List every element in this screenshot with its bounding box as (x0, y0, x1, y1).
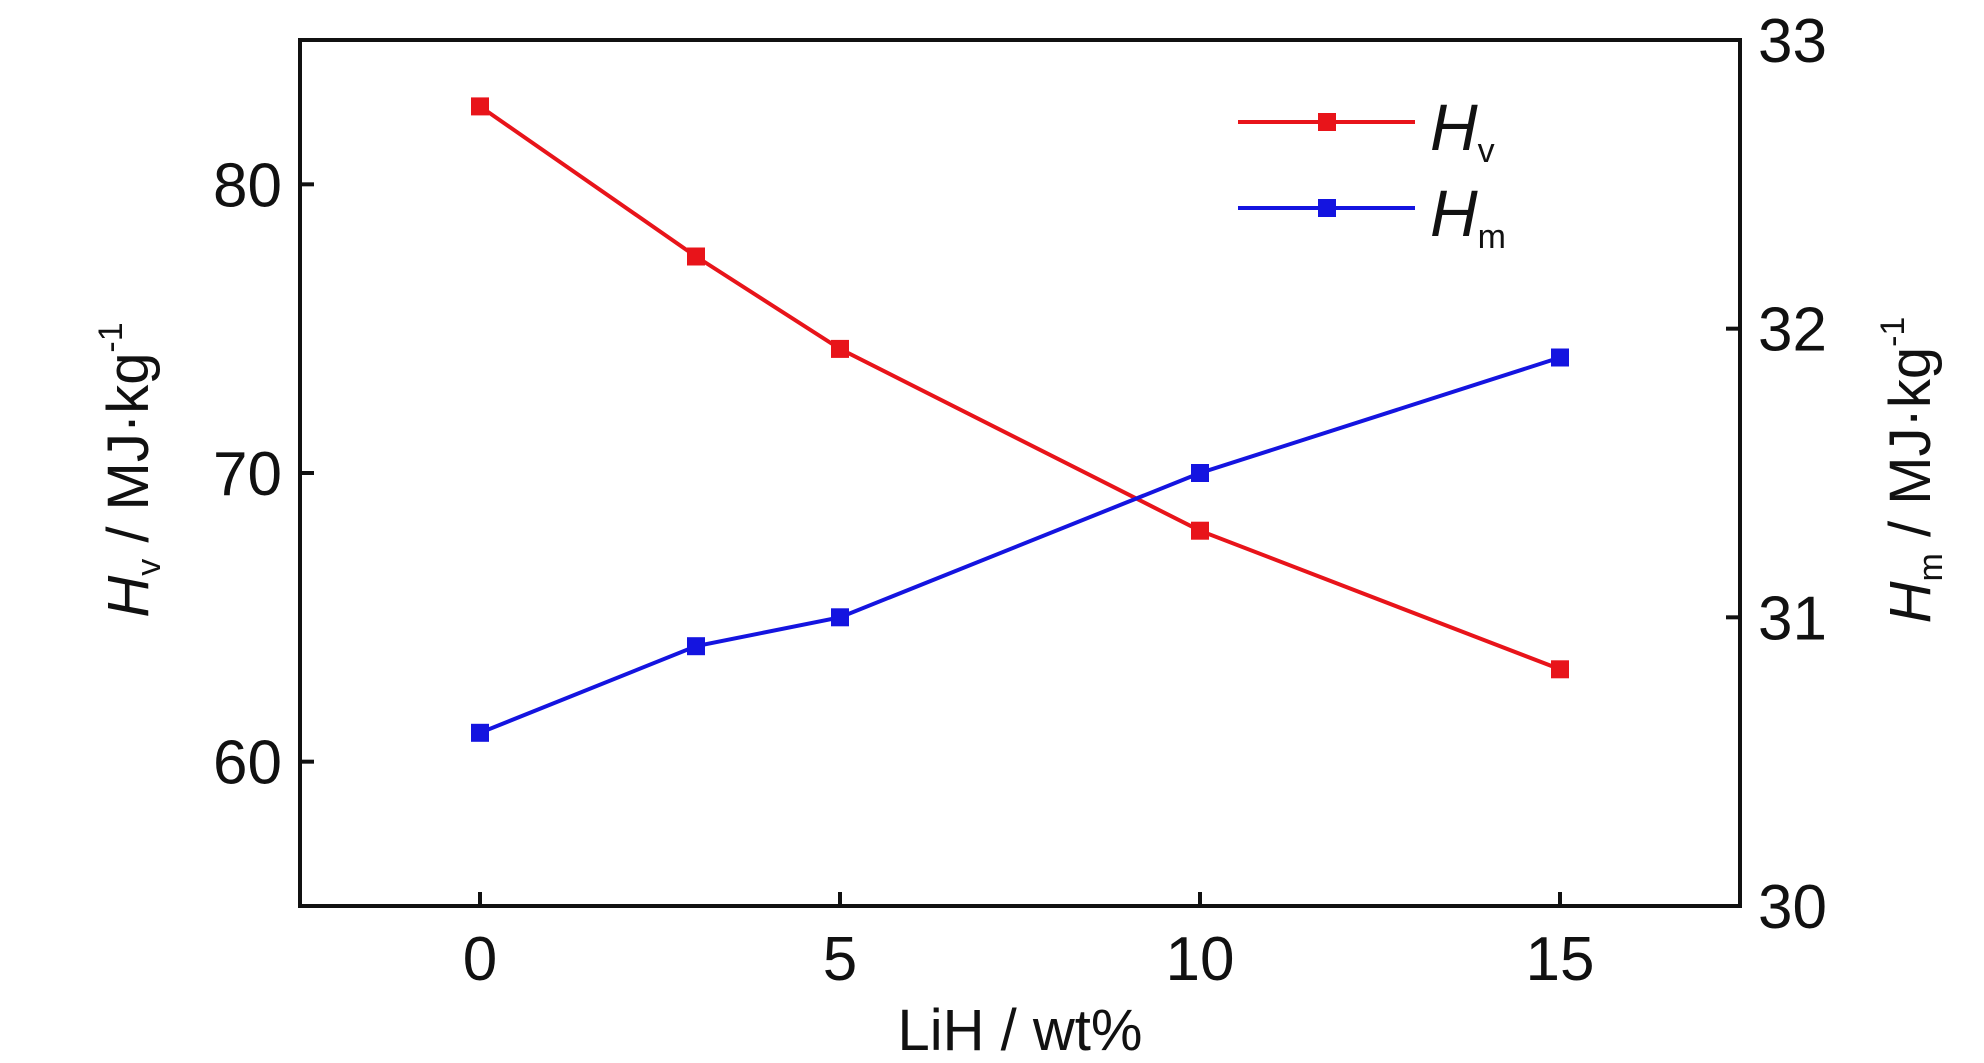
y-left-title-var: H (96, 576, 161, 618)
y-left-title-unit: / MJ·kg (96, 353, 161, 559)
y-right-title-unit: / MJ·kg (1878, 347, 1943, 553)
y-left-title-sup: -1 (92, 322, 130, 352)
x-axis-ticks: 0 5 10 15 (463, 892, 1595, 994)
legend-label-hm-sub: m (1478, 218, 1506, 256)
y-right-axis-ticks: 30 31 32 33 (1726, 7, 1827, 942)
x-tick-label: 5 (823, 925, 857, 994)
legend-label-hm-var: H (1430, 176, 1478, 250)
legend-entry-hv: Hv (1238, 90, 1495, 170)
y-left-axis-title: Hv / MJ·kg-1 (92, 322, 168, 617)
legend-label-hv-var: H (1430, 90, 1478, 164)
y-left-tick-label: 60 (213, 729, 282, 798)
series-line-hv (478, 104, 1561, 672)
legend-marker-hm (1318, 199, 1336, 217)
y-right-tick-label: 32 (1758, 296, 1827, 365)
series-line-hm (479, 355, 1561, 735)
legend-label-hv: Hv (1430, 90, 1495, 170)
data-point-hm (471, 723, 489, 742)
legend: Hv Hm (1238, 90, 1506, 256)
data-point-hv (831, 339, 849, 358)
legend-label-hv-sub: v (1478, 132, 1495, 170)
y-right-tick-label: 30 (1758, 873, 1827, 942)
y-right-tick-label: 31 (1758, 584, 1827, 653)
data-point-hv (1551, 660, 1569, 679)
x-axis-title: LiH / wt% (898, 998, 1143, 1063)
y-left-tick-label: 80 (213, 151, 282, 220)
data-point-hv (687, 247, 705, 266)
y-right-axis-title: Hm / MJ·kg-1 (1874, 317, 1950, 624)
data-point-hm (831, 608, 849, 627)
y-right-tick-label: 33 (1758, 7, 1827, 76)
legend-label-hm: Hm (1430, 176, 1506, 256)
data-point-hm (1551, 348, 1569, 367)
legend-marker-hv (1318, 113, 1336, 131)
data-point-hv (1191, 521, 1209, 540)
x-tick-label: 0 (463, 925, 497, 994)
y-right-title-sup: -1 (1874, 317, 1912, 347)
y-left-title-sub: v (130, 559, 168, 576)
x-tick-label: 10 (1166, 925, 1235, 994)
y-right-title-var: H (1878, 581, 1943, 623)
plot-frame (298, 38, 1742, 908)
x-tick-label: 15 (1526, 925, 1595, 994)
series-layer (471, 97, 1569, 742)
legend-entry-hm: Hm (1238, 176, 1506, 256)
data-point-hv (471, 97, 489, 116)
y-left-tick-label: 70 (213, 440, 282, 509)
data-point-hm (687, 637, 705, 656)
data-point-hm (1191, 464, 1209, 482)
y-right-title-sub: m (1912, 553, 1950, 581)
y-left-axis-ticks: 60 70 80 (213, 151, 314, 798)
